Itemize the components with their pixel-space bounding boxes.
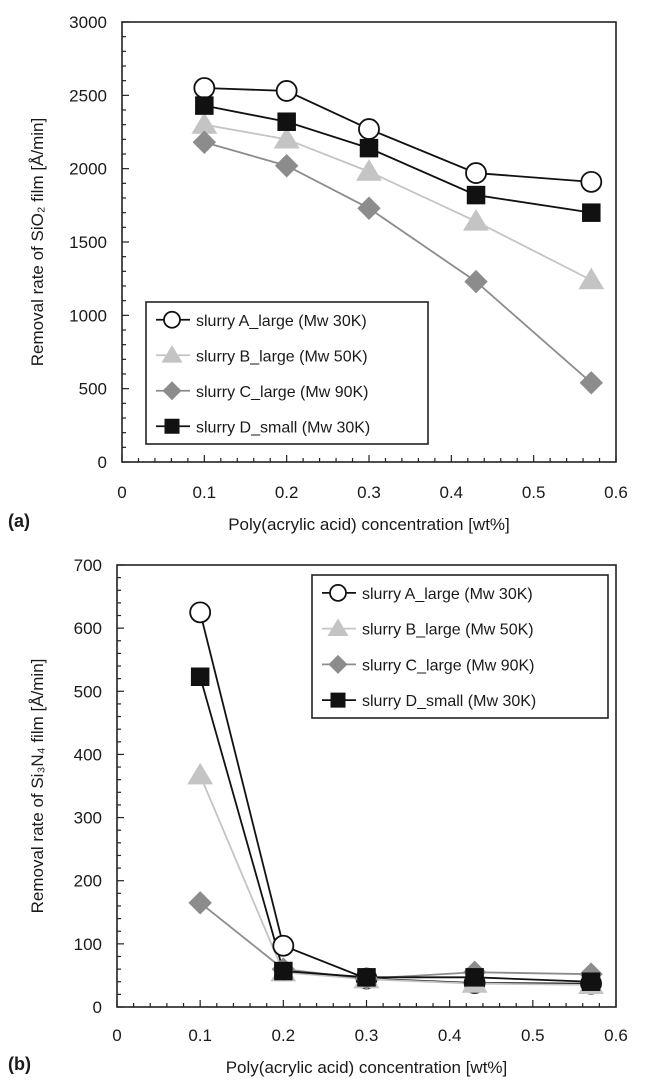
chart-panel-b: 0 0.1 0.2 0.3 0.4 0.5 0.6 0 100 200 300 400 500 600 70…	[8, 556, 628, 1077]
data-point	[582, 203, 601, 222]
legend-entry-label: slurry C_large (Mw 90K)	[362, 657, 534, 674]
data-point	[195, 96, 214, 115]
y-tick-label: 2500	[69, 86, 107, 105]
x-tick-label: 0	[117, 483, 126, 502]
x-tick-label: 0.3	[357, 483, 381, 502]
data-point	[277, 112, 296, 131]
legend-marker	[330, 692, 346, 708]
legend-entry-label: slurry C_large (Mw 90K)	[196, 384, 368, 401]
legend-entry-label: slurry A_large (Mw 30K)	[362, 586, 533, 603]
y-tick-label: 400	[74, 745, 102, 764]
legend-marker	[329, 583, 347, 602]
y-tick-label: 0	[98, 453, 107, 472]
data-point	[273, 126, 300, 149]
data-point	[192, 130, 217, 154]
legend-box	[145, 301, 429, 445]
y-tick-label: 1500	[69, 233, 107, 252]
series-line	[204, 123, 592, 281]
y-axis-label: Removal rate of Si₃N₄ film [Å/min]	[28, 659, 47, 914]
data-point	[465, 968, 484, 987]
data-point	[581, 972, 601, 991]
x-tick-label: 0.3	[355, 1026, 379, 1045]
legend-box	[311, 574, 609, 719]
legend-entry-label: slurry A_large (Mw 30K)	[196, 313, 367, 330]
data-point	[193, 77, 216, 99]
x-tick-label: 0.6	[604, 1026, 628, 1045]
data-point	[578, 267, 605, 290]
x-tick-label: 0.2	[272, 1026, 296, 1045]
data-point	[463, 208, 489, 231]
y-tick-label: 100	[74, 935, 102, 954]
y-tick-label: 600	[74, 619, 102, 638]
legend-marker	[162, 381, 182, 401]
x-axis-label: Poly(acrylic acid) concentration [wt%]	[228, 515, 510, 534]
data-point	[187, 762, 214, 785]
panel-label: (a)	[8, 511, 30, 531]
series-line	[199, 676, 592, 983]
y-tick-label: 0	[93, 998, 102, 1017]
data-point	[274, 961, 293, 981]
x-tick-label: 0.1	[188, 1026, 212, 1045]
legend-entry-label: slurry D_small (Mw 30K)	[362, 693, 536, 710]
data-point	[190, 667, 210, 687]
data-point	[580, 170, 603, 193]
y-axis-label: Removal rate of SiO₂ film [Å/min]	[28, 118, 47, 366]
data-point	[191, 112, 218, 134]
data-point	[357, 196, 381, 220]
data-point	[579, 371, 604, 395]
x-tick-label: 0.4	[440, 483, 464, 502]
data-point	[272, 934, 295, 957]
legend-marker	[164, 418, 180, 434]
x-tick-label: 0.4	[438, 1026, 462, 1045]
legend-entry-label: slurry B_large (Mw 50K)	[196, 348, 368, 365]
y-tick-label: 300	[74, 809, 102, 828]
data-point	[464, 269, 488, 294]
data-point	[356, 159, 382, 181]
legend: slurry A_large (Mw 30K) slurry B_large (M…	[311, 574, 609, 719]
y-tick-label: 2000	[69, 160, 107, 179]
x-tick-label: 0	[112, 1026, 121, 1045]
y-tick-label: 500	[79, 380, 107, 399]
x-tick-label: 0.6	[604, 483, 628, 502]
legend-marker	[328, 654, 348, 674]
legend-entry-label: slurry D_small (Mw 30K)	[196, 419, 370, 436]
x-tick-label: 0.5	[522, 483, 546, 502]
legend: slurry A_large (Mw 30K) slurry B_large (M…	[145, 301, 429, 445]
legend-marker	[161, 345, 183, 363]
x-tick-label: 0.5	[521, 1026, 545, 1045]
data-point	[466, 185, 486, 205]
data-point	[274, 154, 299, 178]
legend-marker	[163, 310, 181, 329]
x-tick-label: 0.2	[275, 483, 299, 502]
y-tick-label: 3000	[69, 13, 107, 32]
panel-label: (b)	[8, 1054, 31, 1074]
legend-marker	[327, 618, 349, 637]
data-point	[275, 80, 298, 102]
data-point	[189, 601, 212, 624]
legend-entry-label: slurry B_large (Mw 50K)	[362, 622, 534, 639]
data-point	[358, 118, 380, 140]
y-tick-label: 1000	[69, 306, 107, 325]
chart-panel-a: 0 0.1 0.2 0.3 0.4 0.5 0.6 0 500 1000 1500 2000 2500 3…	[8, 13, 628, 534]
x-tick-label: 0.1	[193, 483, 217, 502]
y-tick-label: 500	[74, 682, 102, 701]
series-line	[199, 774, 592, 986]
data-point	[188, 891, 212, 915]
y-tick-label: 200	[74, 872, 102, 891]
data-point	[357, 968, 376, 987]
y-tick-label: 700	[74, 556, 102, 575]
x-axis-label: Poly(acrylic acid) concentration [wt%]	[226, 1058, 508, 1077]
data-point	[359, 138, 379, 158]
data-point	[465, 162, 487, 184]
